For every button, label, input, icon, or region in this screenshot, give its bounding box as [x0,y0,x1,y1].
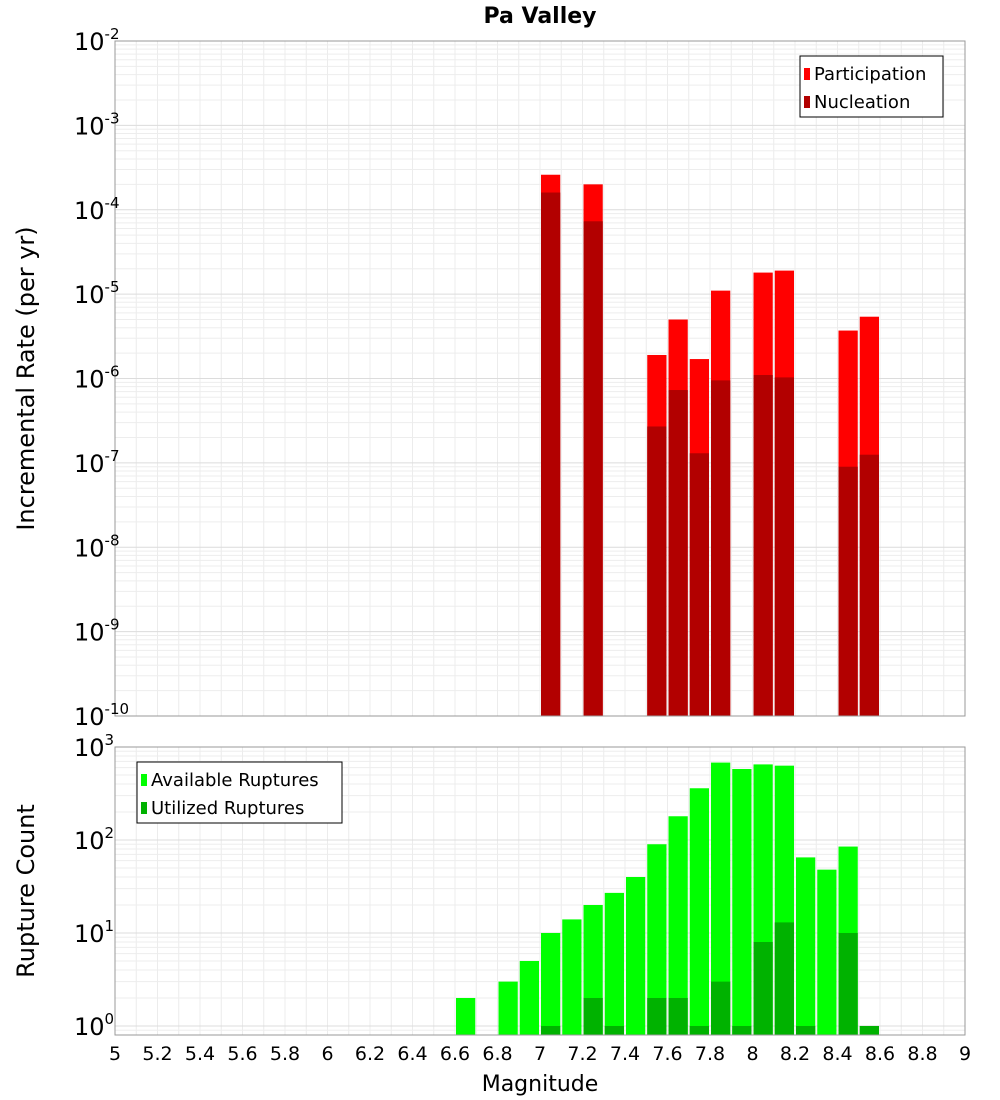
y-axis: 100 101 102 103 [74,731,114,1041]
legend-swatch-available-ruptures [141,774,147,786]
bar-utilized-ruptures [541,1025,561,1035]
bar-utilized-ruptures [668,997,688,1035]
y-tick-label: 10-5 [74,278,120,309]
y-tick-label: 100 [74,1010,114,1041]
x-tick-label: 5.2 [142,1043,172,1065]
bar-utilized-ruptures [859,1025,879,1035]
y-axis-label: Incremental Rate (per yr) [12,226,40,530]
x-tick-label: 7.4 [610,1043,640,1065]
y-tick-label: 10-8 [74,531,120,562]
bar-available-ruptures [711,762,731,1035]
y-tick-label: 10-2 [74,25,120,56]
x-tick-label: 5.6 [227,1043,257,1065]
legend-swatch-utilized-ruptures [141,802,147,814]
x-tick-label: 5 [109,1043,121,1065]
bar-nucleation [753,375,773,716]
bar-available-ruptures [541,932,561,1035]
legend-box [136,761,343,824]
x-tick-label: 8.4 [822,1043,852,1065]
y-tick-label: 102 [74,824,114,855]
x-tick-label: 9 [959,1043,971,1065]
x-tick-label: 6.4 [397,1043,427,1065]
y-tick-label: 10-4 [74,194,120,225]
legend-swatch-participation [804,68,810,80]
bar-utilized-ruptures [689,1025,709,1035]
bar-available-ruptures [647,844,667,1035]
x-tick-label: 7.6 [652,1043,682,1065]
x-tick-label: 6 [321,1043,333,1065]
bar-utilized-ruptures [604,1025,624,1035]
legend-swatch-nucleation [804,96,810,108]
plot-frame [114,40,966,717]
x-tick-label: 8.2 [780,1043,810,1065]
bar-utilized-ruptures [732,1025,752,1035]
bar-nucleation [541,192,561,717]
bar-nucleation [689,453,709,716]
y-tick-label: 10-9 [74,616,120,647]
bar-utilized-ruptures [711,981,731,1035]
legend-label: Utilized Ruptures [151,798,304,819]
bar-utilized-ruptures [774,922,794,1035]
bar-available-ruptures [668,816,688,1035]
y-tick-label: 10-3 [74,109,120,140]
legend-label: Participation [814,64,926,85]
y-axis: 10-10 10-9 10-8 10-7 10-6 10-5 10-4 10-3 10-2 [74,25,129,731]
bar-nucleation [647,426,667,716]
bar-nucleation [668,390,688,716]
x-tick-label: 5.4 [185,1043,215,1065]
legend-label: Available Ruptures [151,770,319,791]
plot-frame [114,746,966,1036]
y-tick-label: 103 [74,731,114,762]
bar-available-ruptures [456,997,476,1035]
bar-available-ruptures [626,877,646,1035]
bar-utilized-ruptures [796,1025,816,1035]
x-axis: 5 5.2 5.4 5.6 5.8 6 6.2 6.4 6.6 6.8 7 7.2 7.4 7.6 7.8 8… [109,1043,971,1065]
bar-available-ruptures [689,788,709,1035]
bar-nucleation [711,380,731,716]
y-tick-label: 10-10 [74,700,129,731]
x-tick-label: 6.8 [482,1043,512,1065]
bar-nucleation [859,454,879,716]
x-axis-label: Magnitude [482,1072,599,1097]
bar-nucleation [583,221,603,716]
legend: Participation Nucleation [799,55,944,118]
bar-available-ruptures [796,857,816,1035]
x-tick-label: 8.8 [907,1043,937,1065]
bar-utilized-ruptures [753,942,773,1035]
grid [115,40,965,717]
bar-available-ruptures [562,919,582,1035]
x-tick-label: 6.6 [440,1043,470,1065]
legend-box [799,55,944,118]
y-tick-label: 101 [74,917,114,948]
bars [541,174,879,717]
bars [456,762,879,1035]
x-tick-label: 7.8 [695,1043,725,1065]
y-axis-label: Rupture Count [12,804,40,978]
x-tick-label: 5.8 [270,1043,300,1065]
bar-utilized-ruptures [583,997,603,1035]
bar-nucleation [774,377,794,716]
y-tick-label: 10-6 [74,363,120,394]
x-tick-label: 8.6 [865,1043,895,1065]
bar-utilized-ruptures [838,932,858,1035]
chart-title: Pa Valley [483,4,596,29]
x-tick-label: 6.2 [355,1043,385,1065]
bar-available-ruptures [732,769,752,1035]
bar-available-ruptures [817,869,837,1035]
legend: Available Ruptures Utilized Ruptures [136,761,343,824]
x-tick-label: 7.2 [567,1043,597,1065]
bar-utilized-ruptures [647,997,667,1035]
bar-available-ruptures [604,892,624,1035]
bar-available-ruptures [498,981,518,1035]
bar-available-ruptures [519,960,539,1035]
legend-label: Nucleation [814,92,910,113]
x-tick-label: 8 [746,1043,758,1065]
y-tick-label: 10-7 [74,447,120,478]
bar-nucleation [838,466,858,716]
x-tick-label: 7 [534,1043,546,1065]
chart-panel-1: 10-10 10-9 10-8 10-7 10-6 10-5 10-4 10-3 10-2 Inc… [12,4,966,731]
